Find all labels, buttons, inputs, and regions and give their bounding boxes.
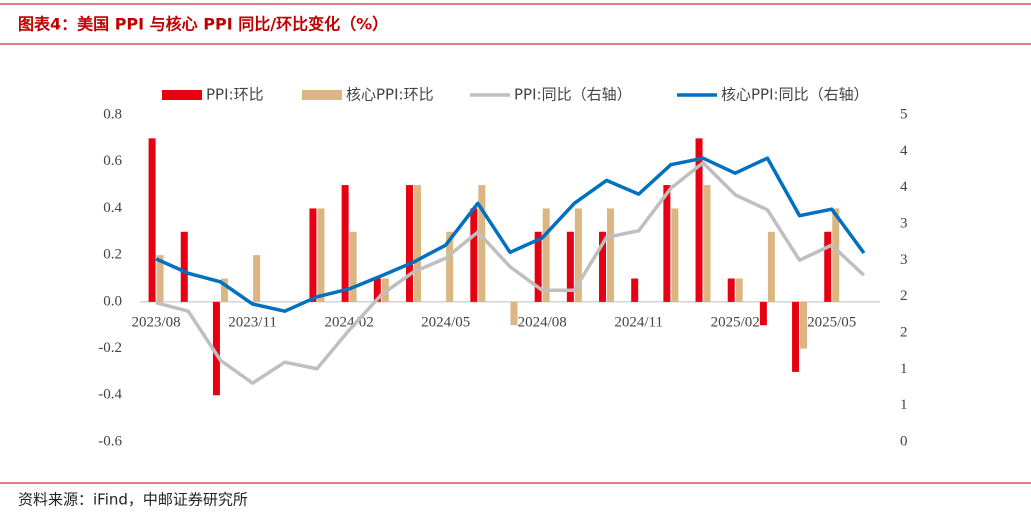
- bar: [607, 208, 615, 302]
- y2-tick-label: 4: [900, 179, 908, 195]
- bar: [727, 278, 735, 302]
- legend-swatch: [302, 90, 342, 100]
- y2-tick-label: 3: [900, 215, 908, 231]
- bar: [413, 185, 421, 302]
- bar: [534, 231, 542, 302]
- line: [155, 160, 866, 385]
- y2-tick-label: 2: [900, 288, 908, 304]
- y-tick-label: -0.6: [98, 433, 122, 449]
- header-title: 图表4：美国 PPI 与核心 PPI 同比/环比变化（%）: [18, 15, 388, 34]
- bar: [695, 138, 703, 302]
- x-tick-label: 2024/08: [518, 314, 567, 330]
- y-tick-label: -0.4: [98, 387, 122, 403]
- bar: [792, 301, 800, 372]
- bar: [341, 185, 349, 302]
- legend-label: 核心PPI:同比（右轴）: [721, 86, 869, 104]
- legend-swatch: [162, 90, 202, 100]
- y2-tick-label: 5: [900, 106, 908, 122]
- bar: [703, 185, 711, 302]
- x-tick-label: 2025/02: [711, 314, 760, 330]
- bar: [478, 185, 486, 302]
- line: [155, 156, 866, 313]
- bar: [574, 208, 582, 302]
- y-tick-label: 0.0: [103, 293, 122, 309]
- bar: [253, 255, 261, 302]
- bar: [599, 231, 607, 302]
- x-tick-label: 2025/05: [807, 314, 856, 330]
- bar: [405, 185, 413, 302]
- bar: [510, 301, 518, 326]
- bar: [832, 208, 840, 302]
- bar: [767, 231, 775, 302]
- bar: [180, 231, 188, 302]
- x-tick-label: 2023/08: [132, 314, 181, 330]
- bar: [212, 301, 220, 396]
- y-tick-label: 0.2: [103, 247, 122, 263]
- bar: [663, 185, 671, 302]
- bar: [309, 208, 317, 302]
- legend-label: PPI:同比（右轴）: [514, 86, 632, 104]
- bar: [824, 231, 832, 302]
- bar: [156, 255, 164, 302]
- legend-label: 核心PPI:环比: [346, 86, 434, 104]
- bar: [220, 278, 228, 302]
- x-tick-label: 2024/05: [421, 314, 470, 330]
- bar: [671, 208, 679, 302]
- bar: [349, 231, 357, 302]
- bar: [800, 301, 808, 349]
- y-tick-label: 0.4: [103, 200, 122, 216]
- y-tick-label: -0.2: [98, 340, 122, 356]
- y2-tick-label: 1: [900, 397, 908, 413]
- bar: [317, 208, 325, 302]
- legend-label: PPI:环比: [206, 86, 264, 104]
- bar: [566, 231, 574, 302]
- y2-tick-label: 4: [900, 143, 908, 159]
- y2-tick-label: 1: [900, 361, 908, 377]
- y-tick-label: 0.8: [103, 106, 122, 122]
- y2-tick-label: 2: [900, 324, 908, 340]
- bar: [735, 278, 743, 302]
- bar: [148, 138, 156, 302]
- y-tick-label: 0.6: [103, 153, 122, 169]
- bar: [631, 278, 639, 302]
- x-tick-label: 2023/11: [228, 314, 277, 330]
- bar: [470, 208, 478, 302]
- bar: [759, 301, 767, 326]
- y2-tick-label: 0: [900, 433, 908, 449]
- bar: [373, 278, 381, 302]
- footer-source: 资料来源：iFind，中邮证券研究所: [18, 491, 248, 509]
- bar: [542, 208, 550, 302]
- x-tick-label: 2024/11: [614, 314, 663, 330]
- bar: [446, 231, 454, 302]
- y2-tick-label: 3: [900, 252, 908, 268]
